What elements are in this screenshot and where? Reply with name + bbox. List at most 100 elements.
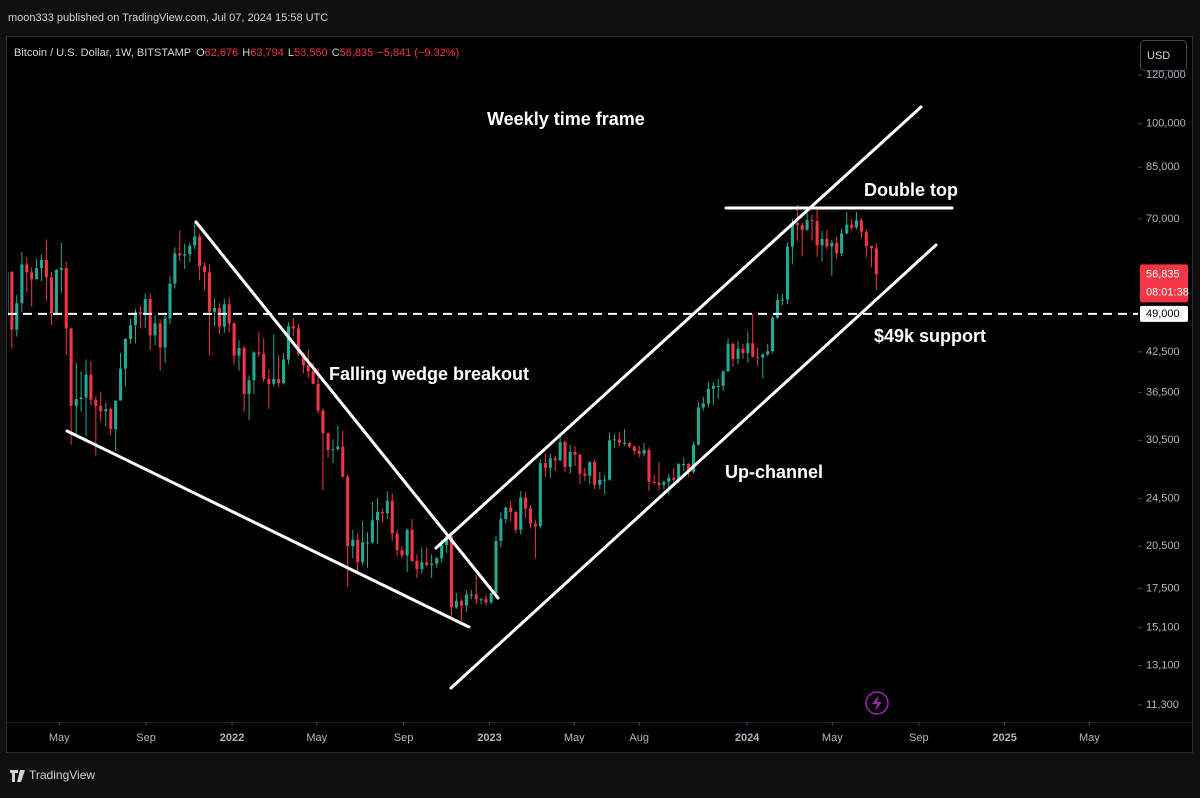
candle-body: [746, 343, 750, 354]
candle-body: [830, 242, 834, 247]
candle-body: [202, 266, 207, 273]
candle-body: [553, 458, 557, 461]
x-tick-label: May: [822, 732, 843, 744]
y-tick-label: 15,100: [1146, 622, 1180, 634]
candle-body: [326, 433, 330, 451]
candle-body: [445, 535, 449, 545]
candle-body: [20, 264, 24, 304]
support-label: 49,000: [1146, 308, 1180, 320]
annotation: $49k support: [874, 326, 986, 346]
y-tick-label: 70,000: [1146, 213, 1180, 225]
y-tick-label: 17,500: [1146, 582, 1180, 594]
event-icon-bolt[interactable]: [872, 695, 882, 711]
candle-body: [267, 378, 271, 384]
candle-body: [533, 523, 537, 527]
candle-body: [731, 343, 735, 359]
candle-body: [99, 405, 103, 412]
candle-body: [617, 439, 621, 443]
y-tick-label: 120,000: [1146, 69, 1186, 81]
candle-body: [627, 442, 631, 447]
candle-body: [232, 323, 236, 356]
candle-body: [775, 300, 780, 318]
legend-line: Bitcoin / U.S. Dollar, 1W, BITSTAMP O62,6…: [14, 47, 459, 59]
candle-body: [168, 283, 172, 319]
candle-body: [637, 450, 641, 454]
currency-label[interactable]: USD: [1147, 50, 1170, 62]
y-tick-label: 20,500: [1146, 540, 1180, 552]
brand-name: TradingView: [29, 768, 95, 782]
candle-body: [390, 500, 394, 534]
candle-body: [519, 497, 523, 530]
candle-body: [153, 323, 157, 336]
candle-body: [504, 507, 508, 520]
currency-button[interactable]: [1140, 40, 1187, 71]
field-value: 62,676: [205, 47, 239, 59]
candle-body: [222, 304, 226, 327]
candle-body: [464, 594, 468, 606]
channel-upper-line: [434, 105, 923, 550]
candle-body: [771, 317, 775, 352]
candle-body: [79, 397, 83, 400]
candle-body: [795, 223, 799, 226]
y-tick-label: 30,500: [1146, 434, 1180, 446]
candle-body: [272, 378, 276, 384]
candle-body: [385, 500, 389, 514]
candle-body: [370, 520, 374, 543]
annotation: Falling wedge breakout: [329, 364, 529, 384]
candle-body: [672, 477, 676, 480]
candle-body: [662, 481, 666, 485]
event-icon[interactable]: [865, 691, 889, 715]
candle-body: [183, 254, 187, 256]
candle-body: [400, 550, 404, 556]
candle-body: [316, 383, 320, 411]
candle-body: [741, 348, 745, 354]
candle-body: [193, 236, 197, 246]
channel-lower-line: [449, 243, 938, 690]
wedge-upper-line: [194, 220, 500, 600]
candle-body: [593, 462, 597, 485]
candle-body: [321, 410, 325, 434]
annotation: Weekly time frame: [487, 109, 645, 129]
candle-body: [682, 464, 686, 466]
candle-body: [840, 233, 844, 254]
candle-body: [726, 343, 730, 372]
price-label-box: [1140, 264, 1188, 303]
candle-body: [528, 508, 533, 524]
candle-body: [800, 225, 804, 230]
candle-body: [104, 408, 108, 412]
x-tick-label: Sep: [394, 732, 414, 744]
candle-body: [706, 388, 710, 404]
candle-body: [869, 246, 873, 249]
candle-body: [494, 541, 498, 593]
candle-body: [558, 442, 562, 461]
candle-body: [647, 450, 651, 482]
candle-body: [173, 253, 177, 284]
candle-body: [850, 224, 854, 228]
candle-body: [588, 462, 592, 476]
y-tick-label: 13,100: [1146, 659, 1180, 671]
candle-body: [143, 299, 147, 315]
candle-body: [696, 407, 700, 445]
candle-body: [237, 348, 241, 356]
candle-body: [94, 399, 98, 406]
price-countdown: 08:01:38: [1146, 286, 1189, 298]
candle-body: [365, 542, 370, 544]
candle-body: [306, 365, 310, 372]
candle-body: [489, 592, 493, 603]
candle-body: [484, 599, 488, 603]
candle-body: [64, 268, 68, 329]
candle-body: [277, 378, 281, 384]
x-tick-label: Aug: [629, 732, 649, 744]
candle-body: [677, 464, 681, 480]
field-value: 56,835: [340, 47, 374, 59]
candle-body: [761, 354, 765, 358]
y-tick-label: 11,300: [1146, 699, 1179, 711]
candle-body: [361, 542, 365, 563]
candle-body: [509, 507, 513, 513]
candle-body: [805, 219, 809, 230]
candle-body: [766, 351, 770, 355]
candle-body: [380, 512, 384, 514]
candle-body: [499, 519, 503, 542]
candle-body: [158, 323, 162, 348]
candle-body: [603, 479, 607, 481]
